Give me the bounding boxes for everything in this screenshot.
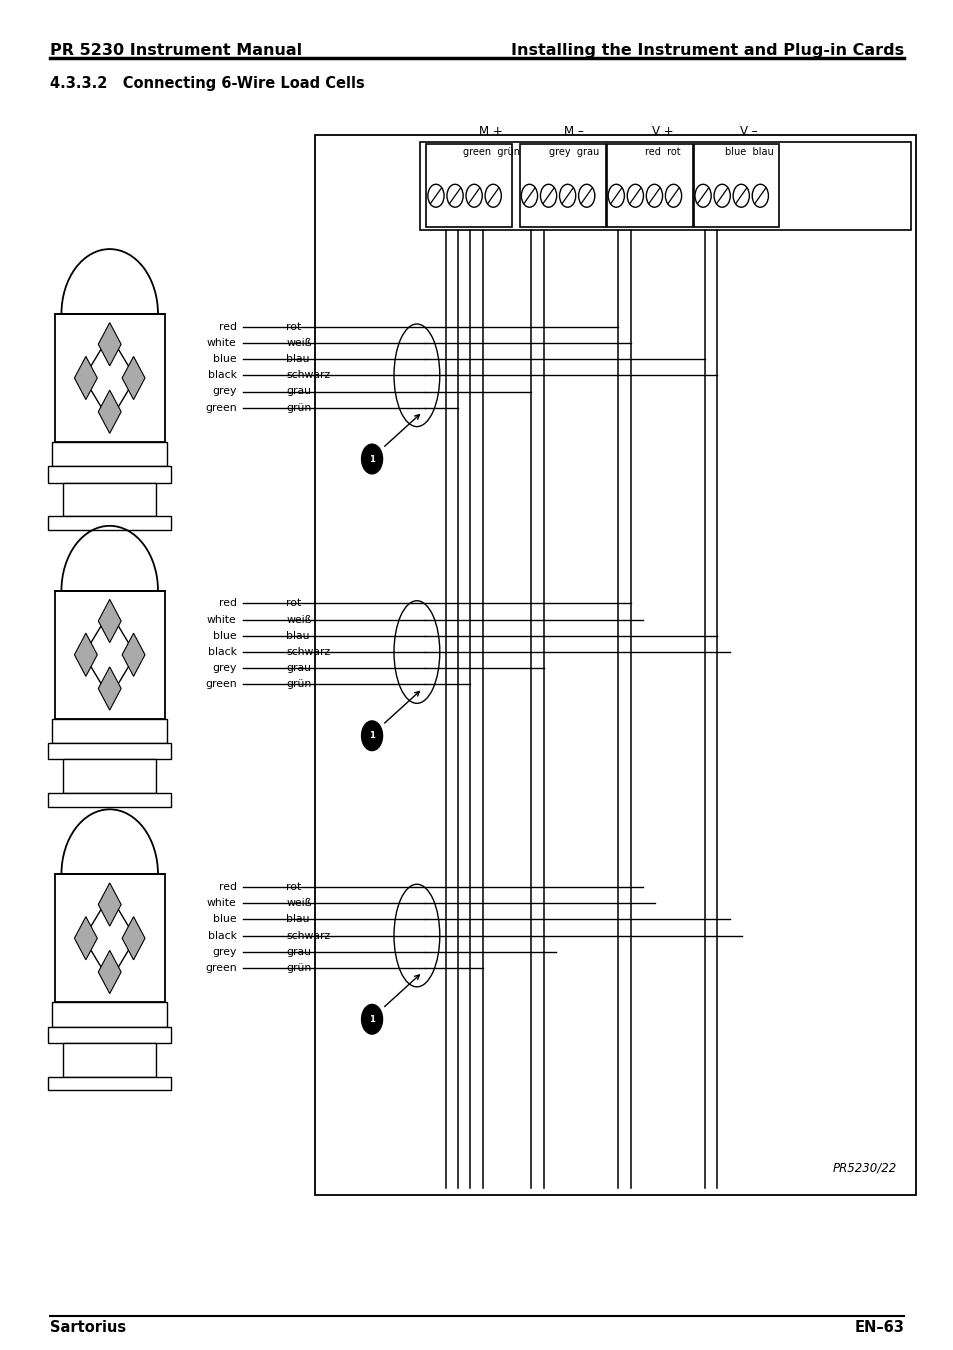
Text: grey: grey [212, 386, 236, 397]
Bar [519, 144, 605, 227]
Text: PR 5230 Instrument Manual: PR 5230 Instrument Manual [50, 43, 301, 58]
Text: schwarz: schwarz [286, 647, 330, 657]
Text: green  grün: green grün [462, 147, 519, 157]
Polygon shape [98, 599, 121, 643]
Text: blue  blau: blue blau [723, 147, 773, 157]
Circle shape [361, 721, 382, 751]
Bar [63, 1042, 156, 1077]
Bar [52, 443, 167, 467]
Text: blue: blue [213, 914, 236, 925]
Bar [52, 1002, 167, 1026]
Text: 1: 1 [369, 732, 375, 740]
Bar [55, 591, 165, 718]
Bar [49, 1026, 171, 1042]
Text: Sartorius: Sartorius [50, 1320, 126, 1335]
Ellipse shape [394, 324, 439, 427]
Text: red  rot: red rot [644, 147, 680, 157]
Text: green: green [205, 402, 236, 413]
Text: weiß: weiß [286, 898, 312, 909]
Text: white: white [207, 614, 236, 625]
Text: 1: 1 [369, 1015, 375, 1023]
Text: grün: grün [286, 679, 311, 690]
Bar [419, 142, 910, 230]
Bar [55, 875, 165, 1002]
Text: grau: grau [286, 663, 311, 674]
Circle shape [361, 1004, 382, 1034]
Bar [314, 135, 915, 1195]
Text: grey: grey [212, 946, 236, 957]
Bar [49, 467, 171, 483]
Text: blue: blue [213, 630, 236, 641]
Bar [49, 517, 171, 531]
Bar [63, 483, 156, 517]
Text: weiß: weiß [286, 614, 312, 625]
Polygon shape [98, 390, 121, 433]
Text: 4.3.3.2   Connecting 6-Wire Load Cells: 4.3.3.2 Connecting 6-Wire Load Cells [50, 76, 364, 90]
Polygon shape [98, 950, 121, 994]
Text: M +: M + [479, 124, 502, 138]
Text: white: white [207, 338, 236, 348]
Text: V –: V – [740, 124, 757, 138]
Text: grün: grün [286, 963, 311, 973]
Polygon shape [122, 633, 145, 676]
Text: blau: blau [286, 630, 310, 641]
Text: blue: blue [213, 354, 236, 364]
Text: green: green [205, 679, 236, 690]
Text: black: black [208, 647, 236, 657]
Text: blau: blau [286, 914, 310, 925]
Text: schwarz: schwarz [286, 370, 330, 381]
Text: grau: grau [286, 386, 311, 397]
Text: weiß: weiß [286, 338, 312, 348]
Text: EN–63: EN–63 [854, 1320, 903, 1335]
Text: rot: rot [286, 598, 301, 609]
Bar [49, 743, 171, 759]
Polygon shape [74, 356, 97, 400]
Circle shape [361, 444, 382, 474]
Polygon shape [122, 917, 145, 960]
Text: red: red [218, 598, 236, 609]
Polygon shape [98, 667, 121, 710]
Polygon shape [74, 633, 97, 676]
Ellipse shape [394, 884, 439, 987]
Text: grau: grau [286, 946, 311, 957]
Text: rot: rot [286, 321, 301, 332]
Bar [63, 759, 156, 794]
Bar [55, 315, 165, 443]
Text: blau: blau [286, 354, 310, 364]
Text: M –: M – [564, 124, 583, 138]
Text: rot: rot [286, 882, 301, 892]
Bar [49, 794, 171, 807]
Polygon shape [74, 917, 97, 960]
Text: Installing the Instrument and Plug-in Cards: Installing the Instrument and Plug-in Ca… [511, 43, 903, 58]
Text: black: black [208, 370, 236, 381]
Text: 1: 1 [369, 455, 375, 463]
Text: grün: grün [286, 402, 311, 413]
Bar [606, 144, 692, 227]
Polygon shape [122, 356, 145, 400]
Polygon shape [98, 883, 121, 926]
Text: schwarz: schwarz [286, 930, 330, 941]
Bar [693, 144, 779, 227]
Text: green: green [205, 963, 236, 973]
Text: PR5230/22: PR5230/22 [832, 1161, 896, 1174]
Polygon shape [98, 323, 121, 366]
Text: grey: grey [212, 663, 236, 674]
Text: red: red [218, 321, 236, 332]
Text: red: red [218, 882, 236, 892]
Text: black: black [208, 930, 236, 941]
Text: grey  grau: grey grau [549, 147, 598, 157]
Bar [52, 718, 167, 743]
Bar [426, 144, 512, 227]
Ellipse shape [394, 601, 439, 703]
Bar [49, 1077, 171, 1091]
Text: white: white [207, 898, 236, 909]
Text: V +: V + [652, 124, 673, 138]
